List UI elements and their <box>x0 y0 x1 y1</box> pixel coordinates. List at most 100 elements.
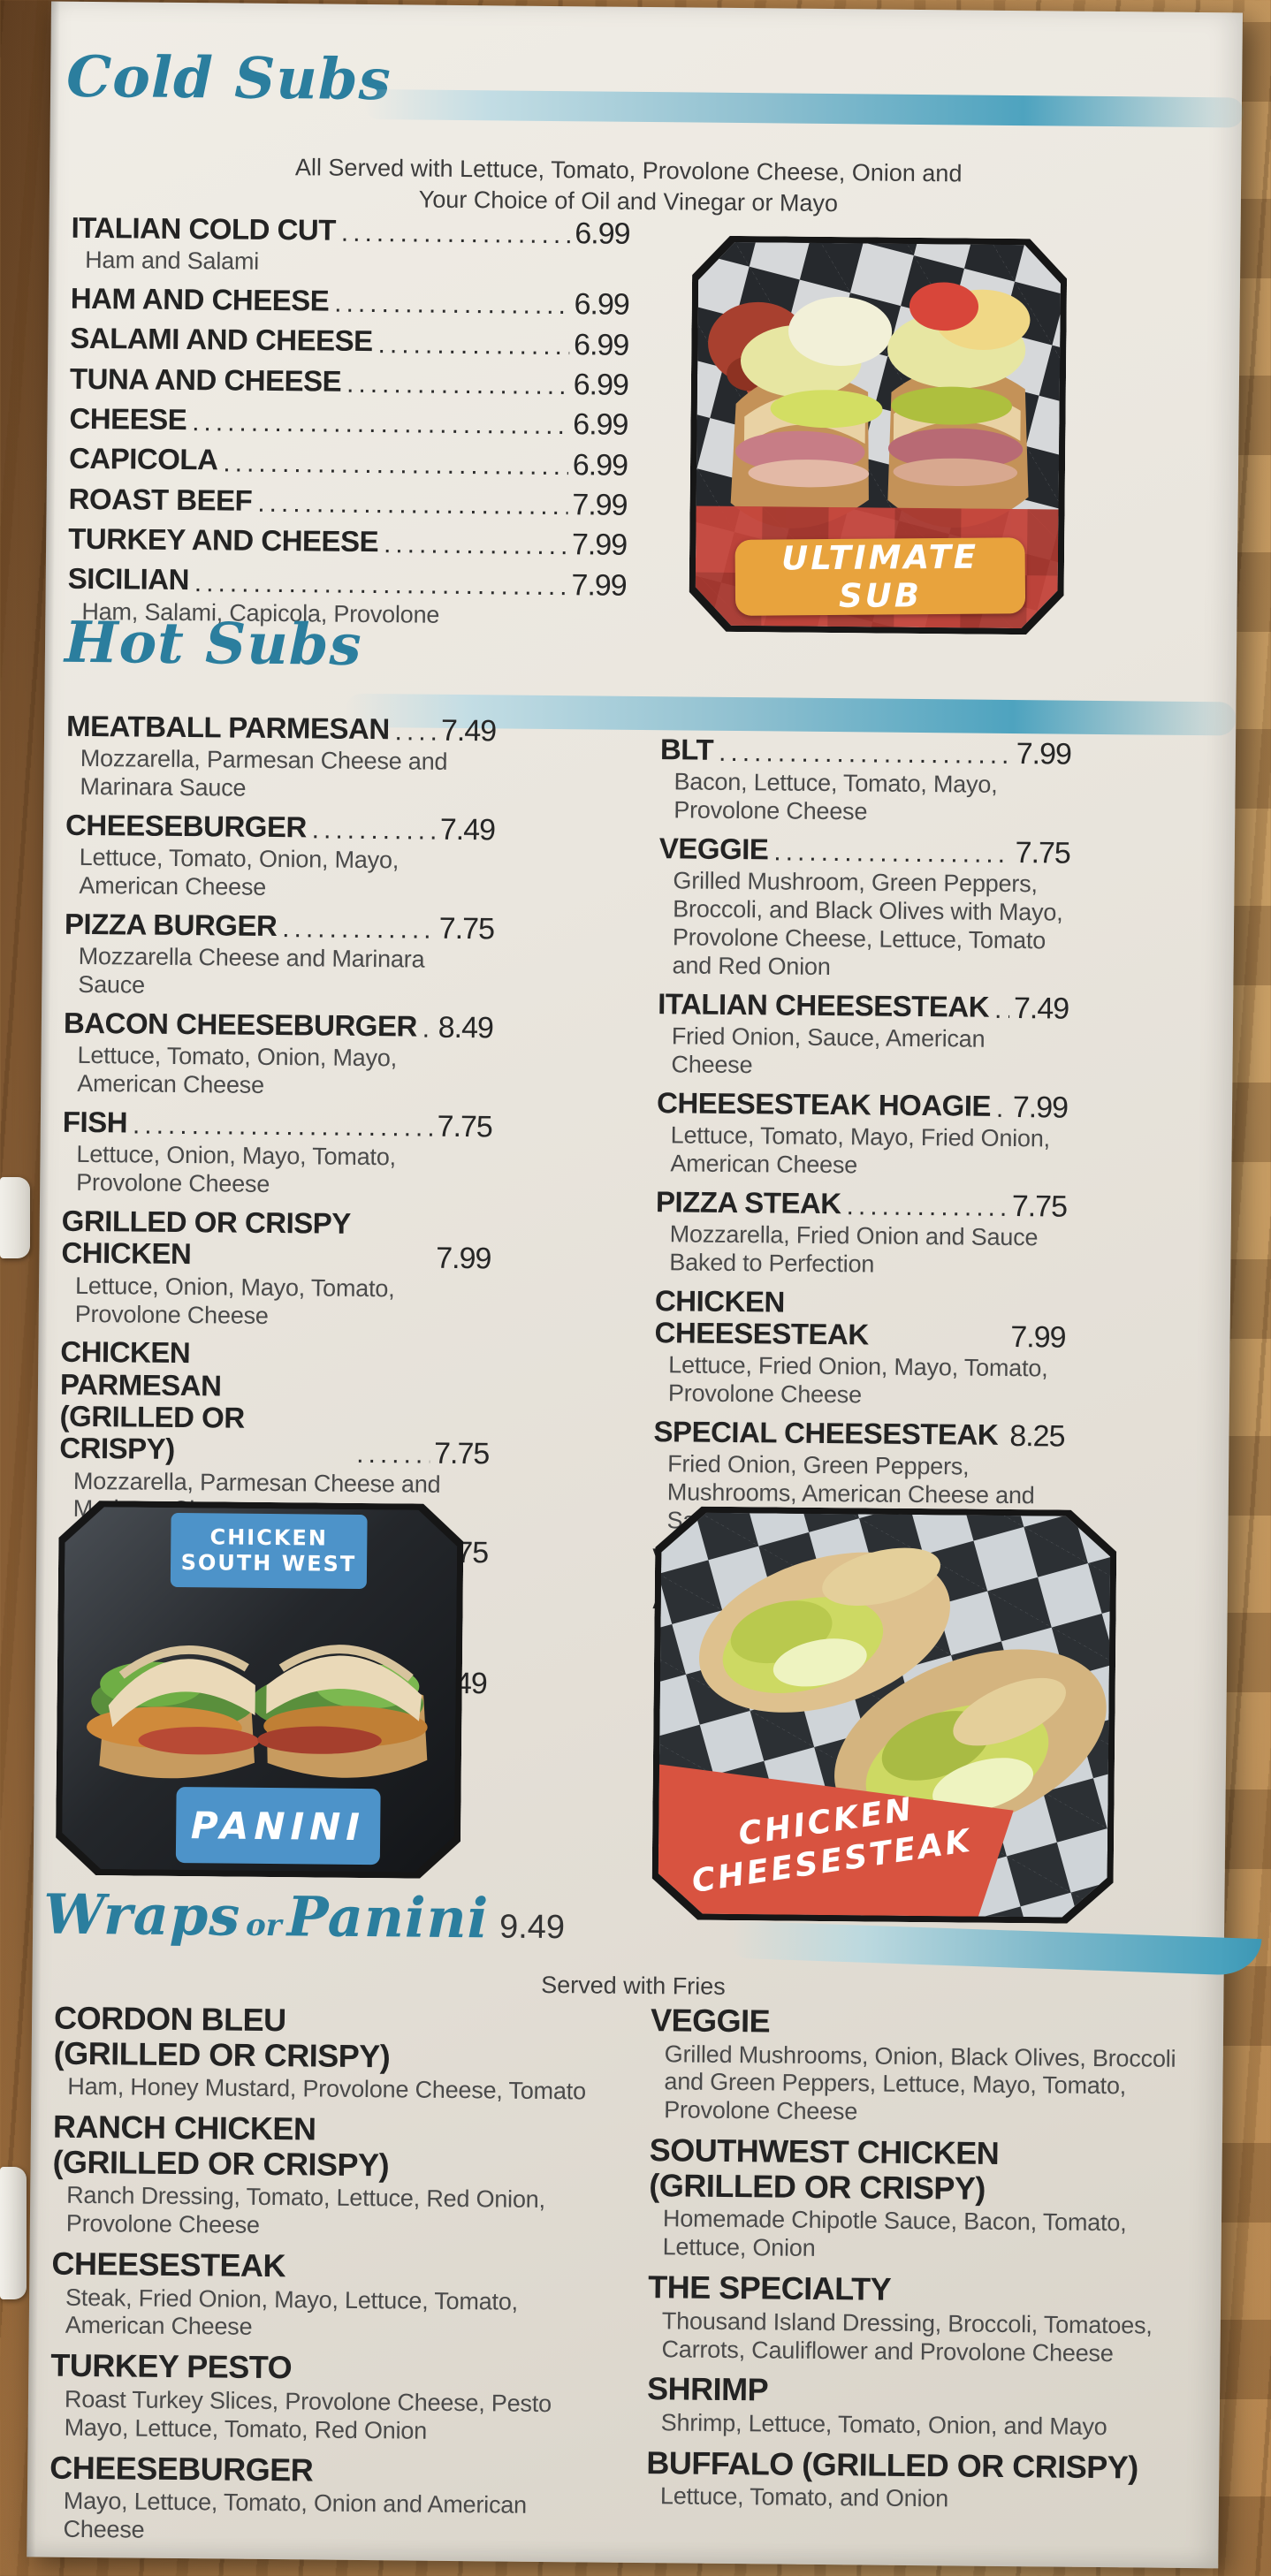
item-price: 7.49 <box>439 813 496 847</box>
item-price: 6.99 <box>573 327 629 362</box>
wraps-heading-word2: or <box>245 1907 282 1944</box>
item-price: 7.99 <box>571 567 627 603</box>
item-desc: Ranch Dressing, Tomato, Lettuce, Red Oni… <box>65 2182 546 2239</box>
item-price: 6.99 <box>573 368 629 402</box>
wraps-band <box>730 1920 1262 1977</box>
item-name: TUNA AND CHEESE <box>69 361 342 398</box>
menu-item: CORDON BLEU (GRILLED OR CRISPY) Ham, Hon… <box>53 1999 602 2107</box>
menu-item: CHICKEN PARMESAN (GRILLED OR CRISPY) 7.75… <box>58 1335 490 1528</box>
item-name: GRILLED OR CRISPY CHICKEN <box>61 1204 351 1271</box>
item-name: CHEESESTEAK HOAGIE <box>656 1085 992 1122</box>
item-price: 7.49 <box>1013 992 1069 1026</box>
menu-item: ROAST BEEF 7.99 <box>68 482 628 522</box>
item-name: HAM AND CHEESE <box>70 281 330 317</box>
menu-item: TURKEY AND CHEESE 7.99 <box>68 521 628 563</box>
ultimate-sub-photo: ULTIMATE SUB <box>689 236 1067 635</box>
wraps-note: Served with Fries <box>541 1971 726 2000</box>
menu-item: TURKEY PESTO Roast Turkey Slices, Provol… <box>50 2346 599 2447</box>
item-price: 7.75 <box>1011 1189 1068 1224</box>
item-desc: Bacon, Lettuce, Tomato, Mayo, Provolone … <box>674 768 998 825</box>
item-name: VEGGIE <box>650 2002 771 2040</box>
torn-paper-edge <box>0 1177 30 1258</box>
dot-leader <box>192 407 568 437</box>
dot-leader <box>719 738 1012 767</box>
item-name: PIZZA STEAK <box>655 1184 841 1220</box>
dot-leader <box>394 718 437 744</box>
item-price: 6.99 <box>575 217 630 252</box>
menu-item: CHEESE 6.99 <box>69 401 628 442</box>
item-price: 7.99 <box>436 1241 491 1276</box>
photo-label-ultimate-sub: ULTIMATE SUB <box>735 537 1026 616</box>
item-name: SHRIMP <box>646 2370 769 2408</box>
menu-item: CHEESESTEAK Steak, Fried Onion, Mayo, Le… <box>51 2245 600 2345</box>
menu-item: ITALIAN COLD CUT 6.99 Ham and Salami <box>71 210 630 280</box>
item-price: 7.99 <box>572 488 628 522</box>
dot-leader <box>994 995 1009 1022</box>
item-name: SPECIAL CHEESESTEAK <box>653 1415 999 1451</box>
panini-sandwich-illustration <box>62 1507 458 1873</box>
item-price: 7.99 <box>1012 1090 1069 1125</box>
wraps-right-column: VEGGIE Grilled Mushrooms, Onion, Black O… <box>646 2002 1199 2524</box>
item-name: CHICKEN PARMESAN (GRILLED OR CRISPY) <box>59 1335 245 1466</box>
item-desc: Lettuce, Tomato, Onion, Mayo, American C… <box>77 1042 398 1099</box>
dot-leader <box>194 568 567 598</box>
item-name: FISH <box>62 1105 128 1139</box>
dot-leader <box>282 914 435 942</box>
dot-leader <box>312 816 436 843</box>
item-desc: Lettuce, Tomato, Onion, Mayo, American C… <box>79 844 400 901</box>
item-name: SICILIAN <box>67 561 190 597</box>
wraps-heading: Wraps orPanini 9.49 <box>43 1882 566 1952</box>
item-desc: Homemade Chipotle Sauce, Bacon, Tomato, … <box>662 2205 1127 2262</box>
item-desc: Lettuce, Tomato, Mayo, Fried Onion, Amer… <box>670 1121 1051 1179</box>
item-desc: Steak, Fried Onion, Mayo, Lettuce, Tomat… <box>65 2283 519 2341</box>
item-name: CHEESEBURGER <box>49 2449 314 2489</box>
dot-leader <box>341 218 571 247</box>
item-name: BUFFALO (GRILLED OR CRISPY) <box>646 2443 1139 2486</box>
item-name: ITALIAN COLD CUT <box>71 210 337 247</box>
dot-leader <box>223 448 568 478</box>
dot-leader <box>384 529 567 558</box>
item-desc: Fried Onion, Sauce, American Cheese <box>671 1022 986 1079</box>
menu-item: SOUTHWEST CHICKEN (GRILLED OR CRISPY) Ho… <box>649 2131 1198 2267</box>
item-desc: Lettuce, Tomato, and Onion <box>659 2482 949 2512</box>
dot-leader <box>996 1094 1008 1121</box>
menu-page: Cold Subs All Served with Lettuce, Tomat… <box>27 1 1262 2569</box>
item-desc: Roast Turkey Slices, Provolone Cheese, P… <box>64 2385 552 2444</box>
item-price: 6.99 <box>574 287 629 323</box>
item-name: CHICKEN CHEESESTEAK <box>654 1283 869 1351</box>
photo-label-panini: PANINI <box>176 1787 381 1865</box>
item-desc: Grilled Mushroom, Green Peppers, Broccol… <box>672 867 1063 980</box>
item-desc: Ham and Salami <box>85 247 260 276</box>
item-desc: Mozzarella, Fried Onion and Sauce Baked … <box>669 1220 1039 1278</box>
dot-leader <box>356 1439 430 1466</box>
cold-subs-list: ITALIAN COLD CUT 6.99 Ham and Salami HAM … <box>67 210 630 639</box>
item-name: CORDON BLEU (GRILLED OR CRISPY) <box>53 1999 391 2074</box>
chicken-cheesesteak-photo: CHICKEN CHEESESTEAK <box>651 1506 1116 1924</box>
item-name: TURKEY PESTO <box>50 2346 293 2386</box>
dot-leader <box>1003 1423 1005 1449</box>
menu-item: BLT 7.99 Bacon, Lettuce, Tomato, Mayo, Pr… <box>659 733 1071 828</box>
item-price: 7.75 <box>1015 836 1071 870</box>
item-price: 8.25 <box>1009 1419 1065 1455</box>
menu-item: VEGGIE 7.75 Grilled Mushroom, Green Peppe… <box>658 832 1070 984</box>
menu-item: ITALIAN CHEESESTEAK 7.49 Fried Onion, Sau… <box>657 987 1069 1083</box>
item-price: 7.99 <box>1016 737 1072 771</box>
item-price: 7.99 <box>571 528 628 563</box>
item-name: TURKEY AND CHEESE <box>68 521 379 559</box>
dot-leader <box>334 289 570 318</box>
item-name: CHEESEBURGER <box>65 808 307 844</box>
menu-item: TUNA AND CHEESE 6.99 <box>69 361 629 402</box>
item-name: RANCH CHICKEN (GRILLED OR CRISPY) <box>52 2108 390 2183</box>
menu-item: PIZZA STEAK 7.75 Mozzarella, Fried Onion … <box>655 1184 1068 1280</box>
photo-label-chicken-southwest: CHICKEN SOUTH WEST <box>171 1513 368 1589</box>
item-name: BACON CHEESEBURGER <box>63 1006 417 1043</box>
torn-paper-edge <box>0 2167 27 2299</box>
cold-subs-band <box>363 88 1244 128</box>
dot-leader <box>846 1191 1007 1220</box>
item-name: SALAMI AND CHEESE <box>70 322 373 358</box>
item-name: SOUTHWEST CHICKEN (GRILLED OR CRISPY) <box>649 2131 1000 2207</box>
item-desc: Shrimp, Lettuce, Tomato, Onion, and Mayo <box>660 2409 1107 2441</box>
item-desc: Mozzarella, Parmesan Cheese and Marinara… <box>80 745 448 802</box>
wraps-heading-word3: Panini <box>286 1884 490 1951</box>
item-name: CHEESE <box>69 401 187 437</box>
